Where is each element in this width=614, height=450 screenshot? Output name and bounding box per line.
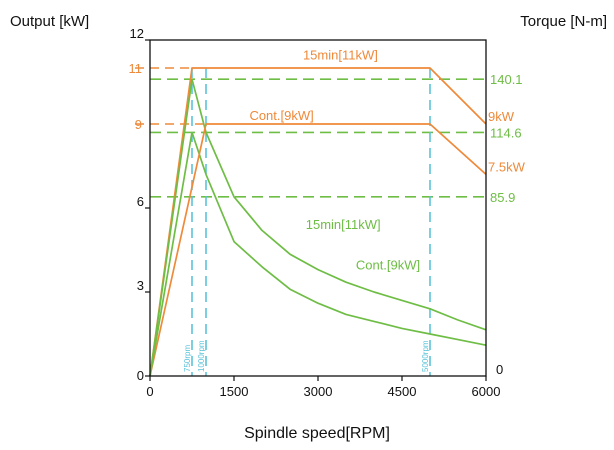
- output-end-label: 7.5kW: [488, 159, 526, 174]
- output-series-label: Cont.[9kW]: [249, 108, 313, 123]
- x-tick-label: 4500: [388, 384, 417, 399]
- torque-rise-line: [149, 79, 193, 377]
- torque-reference-label: 85.9: [490, 190, 515, 205]
- x-tick-label: 1500: [220, 384, 249, 399]
- speed-marker-label: 1000rpm: [197, 340, 206, 372]
- x-tick-label: 0: [146, 384, 153, 399]
- torque-series-line: [191, 78, 487, 331]
- x-axis-title: Spindle speed[RPM]: [244, 425, 390, 442]
- speed-marker-label: 5000rpm: [421, 340, 430, 372]
- right-axis-title: Torque [N-m]: [520, 13, 607, 30]
- torque-series-line: [191, 132, 487, 347]
- left-axis-title: Output [kW]: [10, 13, 89, 30]
- torque-series-label: 15min[11kW]: [306, 217, 381, 232]
- torque-reference-label: 140.1: [490, 72, 523, 87]
- speed-marker-label: 750rpm: [183, 345, 192, 372]
- output-end-label: 9kW: [488, 109, 515, 124]
- output-series-line: [149, 123, 487, 377]
- plot-frame: [149, 39, 487, 377]
- reference-lines: [135, 67, 486, 376]
- output-level-label: 9: [135, 117, 142, 132]
- y-tick-label: 3: [137, 278, 144, 293]
- x-tick-label: 3000: [304, 384, 333, 399]
- chart-labels: 11 9 15min[11kW] Cont.[9kW] 9kW 7.5kW 140.1 114…: [129, 48, 526, 372]
- y-tick-label: 12: [130, 26, 144, 41]
- series-lines: [149, 67, 487, 377]
- x-tick-label: 6000: [472, 384, 501, 399]
- right-axis-zero-label: 0: [496, 362, 503, 377]
- y-tick-label: 0: [137, 368, 144, 383]
- y-tick-label: 6: [137, 194, 144, 209]
- output-level-label: 11: [129, 61, 143, 76]
- torque-reference-label: 114.6: [490, 125, 522, 140]
- torque-rise-line: [149, 132, 193, 377]
- axes: 0 1500 3000 4500 6000 0 3 6 12 0: [130, 26, 504, 399]
- torque-series-label: Cont.[9kW]: [356, 258, 420, 273]
- output-series-label: 15min[11kW]: [303, 48, 378, 63]
